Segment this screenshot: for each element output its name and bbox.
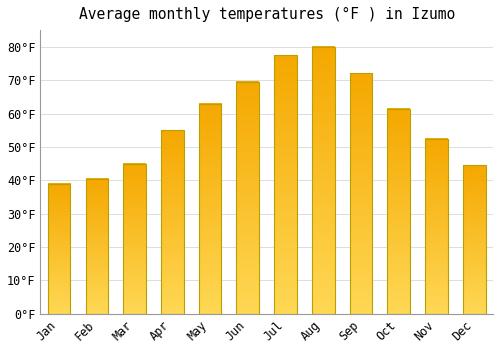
Bar — [425, 139, 448, 314]
Bar — [199, 104, 222, 314]
Bar — [274, 55, 297, 314]
Bar — [86, 178, 108, 314]
Bar — [388, 108, 410, 314]
Bar — [48, 184, 70, 314]
Bar — [312, 47, 334, 314]
Bar — [350, 74, 372, 314]
Bar — [463, 165, 485, 314]
Bar — [124, 164, 146, 314]
Bar — [236, 82, 259, 314]
Title: Average monthly temperatures (°F ) in Izumo: Average monthly temperatures (°F ) in Iz… — [78, 7, 455, 22]
Bar — [161, 130, 184, 314]
